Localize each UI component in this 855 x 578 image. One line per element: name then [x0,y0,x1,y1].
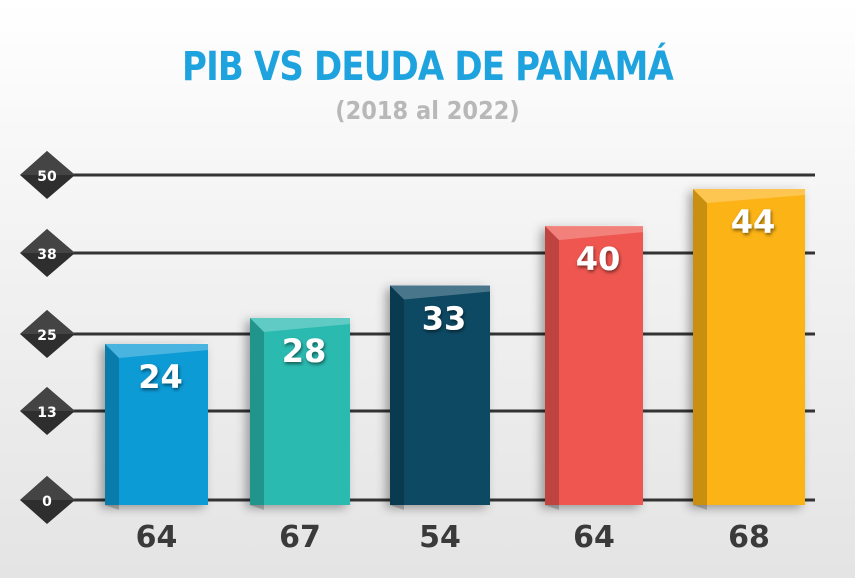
bar: 24 [105,342,208,510]
x-category-label: 54 [419,520,461,555]
x-category-label: 64 [136,520,178,555]
bar-side [105,344,119,510]
bar-top [390,283,490,300]
bar: 44 [693,187,805,510]
bar-top [105,342,208,358]
bar-body [390,285,490,505]
tick-diamond-top [20,476,75,500]
tick-diamond-top [20,310,75,334]
bar-side [390,285,404,510]
x-category-label: 64 [573,520,615,555]
bar-top [693,187,805,203]
bar-body [105,344,208,505]
bar-body [250,318,350,505]
bar-value-label: 33 [422,300,467,338]
chart-title: PIB VS DEUDA DE PANAMÁ [181,44,674,90]
bar: 33 [390,283,490,510]
y-tick-label: 13 [37,405,56,421]
chart-subtitle: (2018 al 2022) [335,96,520,125]
bar-value-label: 40 [576,240,621,278]
bar-side [545,226,559,510]
bar: 28 [250,316,350,510]
bar: 40 [545,224,643,510]
tick-diamond-top [20,229,75,253]
bar-side [693,189,707,510]
bar-body [693,189,805,505]
bar-top [545,224,643,241]
y-tick-label: 0 [42,494,52,510]
bar-value-label: 44 [731,203,776,241]
x-category-label: 68 [728,520,770,555]
y-tick-label: 50 [37,169,57,185]
bar-value-label: 28 [282,332,327,370]
tick-diamond-top [20,151,75,175]
bar-value-label: 24 [138,358,183,396]
y-tick-label: 25 [37,328,56,344]
bar-body [545,226,643,505]
x-category-label: 67 [279,520,321,555]
bar-side [250,318,264,510]
bar-top [250,316,350,332]
tick-diamond-top [20,387,75,411]
y-tick-label: 38 [37,247,56,263]
